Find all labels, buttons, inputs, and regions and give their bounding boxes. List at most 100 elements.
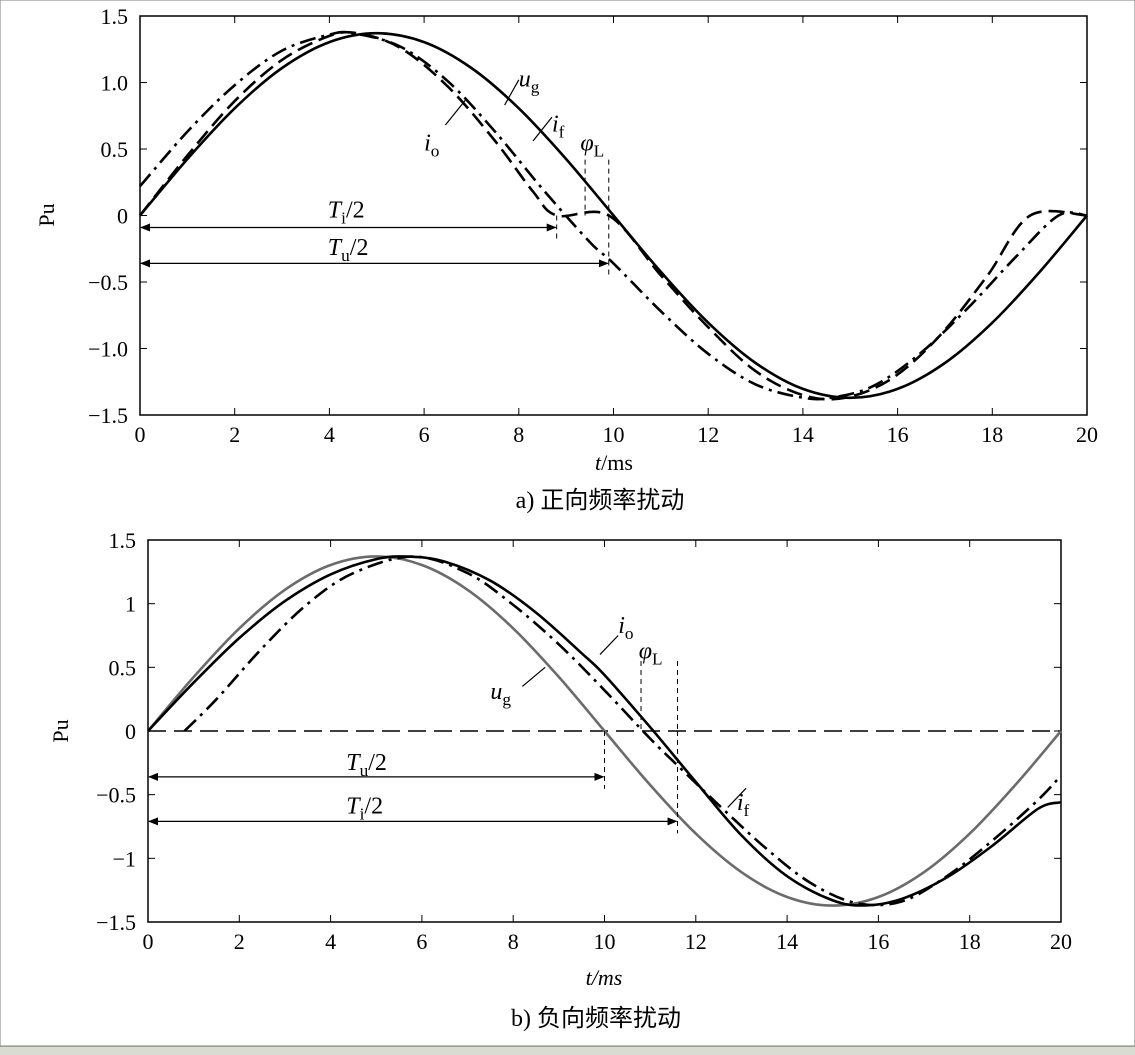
interval-label-suffix: /2 — [346, 198, 365, 224]
x-axis-variable: t — [586, 965, 593, 990]
series-line-ug — [139, 31, 1088, 400]
y-tick-label: −1.0 — [88, 337, 128, 362]
chart-panel-b: Pu t/ms b) 负向频率扰动 0 2 4 6 8 10 12 14 16 18 201.510… — [48, 528, 1072, 1032]
curve-label-ug-subscript: g — [531, 77, 540, 96]
series-line-if — [138, 30, 1088, 401]
interval-label: Ti/2 — [328, 198, 365, 228]
x-tick-label: 6 — [416, 929, 427, 954]
y-tick-label: −0.5 — [88, 270, 128, 295]
x-tick-label: 14 — [792, 422, 814, 447]
curve-label-io: io — [424, 130, 439, 160]
y-tick-label: 1.5 — [101, 4, 129, 29]
curve-label-φL-symbol: φ — [580, 130, 593, 156]
curve-label-io-symbol: i — [424, 130, 431, 156]
curve-label-if-subscript: f — [559, 123, 565, 142]
curve-label-ug-symbol: u — [519, 66, 531, 92]
curve-label-if-symbol: i — [737, 790, 744, 816]
curve-label-φL-subscript: L — [594, 141, 605, 160]
chart-panel-a: Pu t/ms a) 正向频率扰动 0 2 4 6 8 10 12 14 16 18 20 1.5 1.… — [34, 4, 1098, 514]
interval-label-symbol: T — [328, 198, 343, 224]
window-bottom-edge — [0, 1046, 1135, 1055]
interval-label-suffix: /2 — [368, 750, 387, 776]
y-tick-label: 1.0 — [101, 71, 129, 96]
x-tick-label: 16 — [867, 929, 889, 954]
x-tick-label: 2 — [234, 929, 245, 954]
curve-label-io-subscript: o — [625, 624, 634, 643]
interval-label: Tu/2 — [346, 750, 387, 780]
x-axis-unit: /ms — [601, 450, 633, 475]
interval-label-suffix: /2 — [364, 793, 383, 819]
label-leader — [521, 666, 546, 687]
x-tick-label: 8 — [513, 422, 524, 447]
x-tick-label: 8 — [508, 929, 519, 954]
curve-label-φL-subscript: L — [652, 649, 663, 668]
panel-caption: a) 正向频率扰动 — [516, 487, 685, 514]
x-tick-label: 18 — [981, 422, 1003, 447]
x-tick-label: 12 — [697, 422, 719, 447]
x-tick-label: 20 — [1050, 929, 1072, 954]
interval-label: Tu/2 — [328, 235, 369, 265]
x-axis-variable: t — [595, 450, 602, 475]
interval-label-subscript: i — [360, 804, 365, 823]
y-tick-label: 0 — [125, 719, 136, 744]
label-leader — [444, 98, 468, 126]
curve-label-io-symbol: i — [618, 613, 625, 639]
x-axis-label: t/ms — [595, 450, 633, 475]
y-tick-label: 0 — [117, 204, 128, 229]
series-line-io — [139, 30, 1088, 401]
curve-label-φL: φL — [580, 130, 604, 160]
curve-label-ug: ug — [490, 679, 511, 709]
interval-label-subscript: u — [360, 761, 369, 780]
interval-label-symbol: T — [346, 750, 361, 776]
curve-label-ug-symbol: u — [490, 679, 502, 705]
interval-label-subscript: u — [341, 246, 350, 265]
label-leader — [504, 79, 520, 106]
interval-label-subscript: i — [341, 209, 346, 228]
label-leader — [532, 116, 553, 142]
y-tick-label: −0.5 — [96, 783, 136, 808]
y-tick-label: −1.5 — [88, 403, 128, 428]
curve-label-if-subscript: f — [744, 801, 750, 820]
series-line-io — [147, 555, 1062, 907]
x-tick-label: 20 — [1076, 422, 1098, 447]
y-tick-label: 1.5 — [109, 528, 137, 553]
y-tick-label: −1 — [113, 846, 136, 871]
curve-label-if: if — [737, 790, 750, 820]
x-tick-label: 2 — [229, 422, 240, 447]
x-axis-unit: /ms — [590, 965, 623, 990]
y-axis-label: Pu — [48, 719, 73, 742]
curve-label-ug: ug — [519, 66, 540, 96]
x-tick-label: 14 — [776, 929, 798, 954]
x-tick-label: 18 — [959, 929, 981, 954]
y-tick-label: 1 — [125, 592, 136, 617]
interval-label: Ti/2 — [346, 793, 383, 823]
interval-label-symbol: T — [328, 235, 343, 261]
curve-label-φL-symbol: φ — [639, 638, 652, 664]
interval-label-symbol: T — [346, 793, 361, 819]
x-tick-label: 4 — [324, 422, 335, 447]
panel-caption: b) 负向频率扰动 — [511, 1005, 681, 1032]
x-tick-label: 6 — [419, 422, 430, 447]
x-axis-label: t/ms — [586, 965, 623, 990]
label-leader — [727, 787, 747, 808]
x-tick-label: 0 — [143, 929, 154, 954]
curve-label-io: io — [618, 613, 633, 643]
interval-label-suffix: /2 — [350, 235, 369, 261]
curve-label-φL: φL — [639, 638, 663, 668]
curve-label-if-symbol: i — [552, 112, 559, 138]
curve-label-if: if — [552, 112, 565, 142]
x-tick-label: 16 — [887, 422, 909, 447]
curve-label-io-subscript: o — [431, 141, 440, 160]
y-tick-label: −1.5 — [96, 910, 136, 935]
y-tick-label: 0.5 — [109, 655, 137, 680]
x-tick-label: 12 — [685, 929, 707, 954]
x-tick-label: 10 — [603, 422, 625, 447]
y-tick-label: 0.5 — [101, 137, 129, 162]
x-tick-label: 0 — [135, 422, 146, 447]
label-leader — [599, 635, 619, 656]
x-tick-label: 4 — [325, 929, 336, 954]
curve-label-ug-subscript: g — [502, 690, 511, 709]
y-axis-label: Pu — [34, 203, 59, 226]
x-tick-label: 10 — [594, 929, 616, 954]
